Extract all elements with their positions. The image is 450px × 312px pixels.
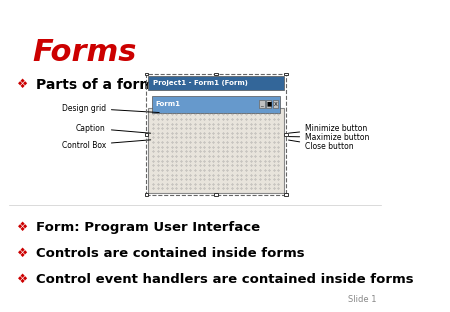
Text: ❖: ❖ bbox=[17, 221, 28, 234]
Text: ❖: ❖ bbox=[17, 247, 28, 260]
Text: Slide 1: Slide 1 bbox=[348, 295, 377, 305]
FancyBboxPatch shape bbox=[214, 193, 218, 196]
Text: Close button: Close button bbox=[288, 140, 354, 151]
Text: Form1: Form1 bbox=[155, 101, 180, 107]
FancyBboxPatch shape bbox=[152, 96, 280, 113]
Text: Control event handlers are contained inside forms: Control event handlers are contained ins… bbox=[36, 273, 414, 286]
FancyBboxPatch shape bbox=[284, 73, 288, 75]
Text: ❖: ❖ bbox=[17, 78, 28, 91]
FancyBboxPatch shape bbox=[144, 73, 149, 75]
Text: Parts of a form: Parts of a form bbox=[36, 78, 154, 92]
Text: Forms: Forms bbox=[32, 38, 137, 67]
Text: ■: ■ bbox=[266, 102, 271, 107]
Text: Project1 - Form1 (Form): Project1 - Form1 (Form) bbox=[153, 80, 248, 85]
Text: Minimize button: Minimize button bbox=[288, 124, 367, 133]
Text: Controls are contained inside forms: Controls are contained inside forms bbox=[36, 247, 305, 260]
Text: Design grid: Design grid bbox=[62, 104, 159, 113]
Text: Control Box: Control Box bbox=[62, 140, 151, 150]
FancyBboxPatch shape bbox=[144, 193, 149, 196]
Text: _: _ bbox=[261, 102, 263, 107]
Text: Maximize button: Maximize button bbox=[288, 133, 369, 142]
FancyBboxPatch shape bbox=[148, 76, 284, 90]
FancyBboxPatch shape bbox=[148, 108, 284, 193]
FancyBboxPatch shape bbox=[284, 133, 288, 136]
Text: ❖: ❖ bbox=[17, 273, 28, 286]
Text: Form: Program User Interface: Form: Program User Interface bbox=[36, 221, 261, 234]
FancyBboxPatch shape bbox=[273, 100, 279, 108]
FancyBboxPatch shape bbox=[259, 100, 265, 108]
Text: X: X bbox=[274, 102, 278, 107]
FancyBboxPatch shape bbox=[144, 133, 149, 136]
Text: Caption: Caption bbox=[76, 124, 151, 133]
FancyBboxPatch shape bbox=[284, 193, 288, 196]
FancyBboxPatch shape bbox=[266, 100, 271, 108]
FancyBboxPatch shape bbox=[214, 73, 218, 75]
